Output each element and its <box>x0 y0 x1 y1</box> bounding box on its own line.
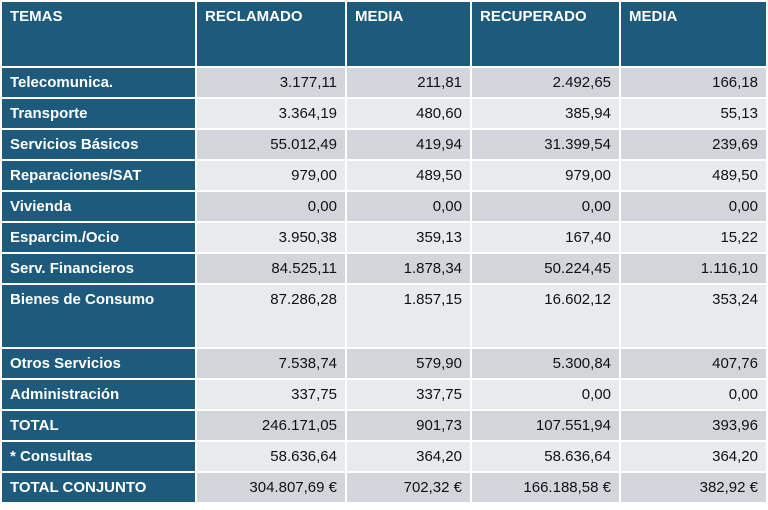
value-cell: 31.399,54 <box>472 130 619 159</box>
value-cell: 87.286,28 <box>197 285 345 347</box>
header-cell: TEMAS <box>2 2 195 66</box>
value-cell: 211,81 <box>347 68 470 97</box>
row-label: Serv. Financieros <box>2 254 195 283</box>
table-row: Telecomunica. 3.177,11 211,81 2.492,65 166,1… <box>2 68 766 97</box>
table-body: Telecomunica. 3.177,11 211,81 2.492,65 166,1… <box>2 68 766 502</box>
value-cell: 7.538,74 <box>197 349 345 378</box>
value-cell: 58.636,64 <box>197 442 345 471</box>
table-row: * Consultas 58.636,64 364,20 58.636,64 364,2… <box>2 442 766 471</box>
table-row: Bienes de Consumo 87.286,28 1.857,15 16.602… <box>2 285 766 347</box>
value-cell: 1.857,15 <box>347 285 470 347</box>
value-cell: 16.602,12 <box>472 285 619 347</box>
header-cell: MEDIA <box>621 2 766 66</box>
table-row: TOTAL CONJUNTO 304.807,69 €702,32 €166.18… <box>2 473 766 502</box>
value-cell: 3.950,38 <box>197 223 345 252</box>
table-row: Servicios Básicos 55.012,49 419,94 31.399,5… <box>2 130 766 159</box>
value-cell: 979,00 <box>197 161 345 190</box>
row-label: Vivienda <box>2 192 195 221</box>
row-label: Bienes de Consumo <box>2 285 195 347</box>
value-cell: 1.116,10 <box>621 254 766 283</box>
table-row: Esparcim./Ocio 3.950,38 359,13 167,40 15,22 <box>2 223 766 252</box>
row-label: Telecomunica. <box>2 68 195 97</box>
value-cell: 419,94 <box>347 130 470 159</box>
header-cell: MEDIA <box>347 2 470 66</box>
value-cell: 3.364,19 <box>197 99 345 128</box>
value-cell: 239,69 <box>621 130 766 159</box>
value-cell: 3.177,11 <box>197 68 345 97</box>
value-cell: 0,00 <box>472 192 619 221</box>
value-cell: 166,18 <box>621 68 766 97</box>
value-cell: 58.636,64 <box>472 442 619 471</box>
table-row: Vivienda 0,00 0,00 0,00 0,00 <box>2 192 766 221</box>
value-cell: 979,00 <box>472 161 619 190</box>
row-label: Reparaciones/SAT <box>2 161 195 190</box>
value-cell: 579,90 <box>347 349 470 378</box>
value-cell: 407,76 <box>621 349 766 378</box>
table-row: TOTAL 246.171,05 901,73 107.551,94 393,96 <box>2 411 766 440</box>
value-cell: 166.188,58 € <box>472 473 619 502</box>
value-cell: 2.492,65 <box>472 68 619 97</box>
table-row: Reparaciones/SAT 979,00 489,50 979,00 489,50 <box>2 161 766 190</box>
value-cell: 15,22 <box>621 223 766 252</box>
row-label: TOTAL <box>2 411 195 440</box>
value-cell: 364,20 <box>347 442 470 471</box>
value-cell: 901,73 <box>347 411 470 440</box>
value-cell: 1.878,34 <box>347 254 470 283</box>
value-cell: 304.807,69 € <box>197 473 345 502</box>
table-row: Administración 337,75 337,75 0,00 0,00 <box>2 380 766 409</box>
value-cell: 359,13 <box>347 223 470 252</box>
table-row: Serv. Financieros 84.525,11 1.878,34 50.224… <box>2 254 766 283</box>
value-cell: 55,13 <box>621 99 766 128</box>
value-cell: 337,75 <box>347 380 470 409</box>
value-cell: 489,50 <box>347 161 470 190</box>
value-cell: 50.224,45 <box>472 254 619 283</box>
value-cell: 246.171,05 <box>197 411 345 440</box>
value-cell: 0,00 <box>347 192 470 221</box>
value-cell: 0,00 <box>621 380 766 409</box>
value-cell: 337,75 <box>197 380 345 409</box>
value-cell: 0,00 <box>197 192 345 221</box>
value-cell: 0,00 <box>621 192 766 221</box>
value-cell: 382,92 € <box>621 473 766 502</box>
row-label: * Consultas <box>2 442 195 471</box>
value-cell: 489,50 <box>621 161 766 190</box>
row-label: Otros Servicios <box>2 349 195 378</box>
value-cell: 84.525,11 <box>197 254 345 283</box>
header-cell: RECLAMADO <box>197 2 345 66</box>
row-label: TOTAL CONJUNTO <box>2 473 195 502</box>
row-label: Transporte <box>2 99 195 128</box>
value-cell: 107.551,94 <box>472 411 619 440</box>
header-row: TEMAS RECLAMADO MEDIA RECUPERADO MEDIA <box>2 2 766 66</box>
value-cell: 385,94 <box>472 99 619 128</box>
value-cell: 353,24 <box>621 285 766 347</box>
table-row: Transporte 3.364,19 480,60 385,94 55,13 <box>2 99 766 128</box>
value-cell: 393,96 <box>621 411 766 440</box>
value-cell: 480,60 <box>347 99 470 128</box>
row-label: Esparcim./Ocio <box>2 223 195 252</box>
value-cell: 167,40 <box>472 223 619 252</box>
header-cell: RECUPERADO <box>472 2 619 66</box>
value-cell: 5.300,84 <box>472 349 619 378</box>
row-label: Administración <box>2 380 195 409</box>
table-row: Otros Servicios 7.538,74 579,90 5.300,84 407… <box>2 349 766 378</box>
value-cell: 364,20 <box>621 442 766 471</box>
row-label: Servicios Básicos <box>2 130 195 159</box>
value-cell: 702,32 € <box>347 473 470 502</box>
value-cell: 0,00 <box>472 380 619 409</box>
value-cell: 55.012,49 <box>197 130 345 159</box>
